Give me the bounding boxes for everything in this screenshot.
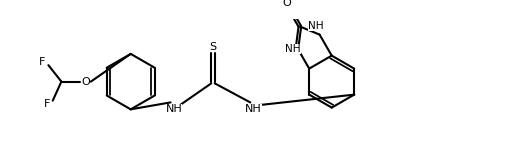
Text: O: O bbox=[282, 0, 291, 8]
Text: NH: NH bbox=[166, 104, 182, 114]
Text: O: O bbox=[81, 77, 90, 87]
Text: NH: NH bbox=[308, 21, 323, 31]
Text: F: F bbox=[43, 99, 50, 109]
Text: NH: NH bbox=[245, 104, 262, 114]
Text: NH: NH bbox=[285, 44, 301, 54]
Text: F: F bbox=[39, 57, 46, 67]
Text: S: S bbox=[209, 42, 217, 52]
